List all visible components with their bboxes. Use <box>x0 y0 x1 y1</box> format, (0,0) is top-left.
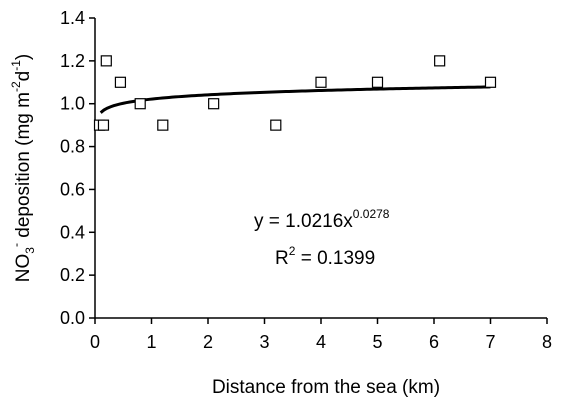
data-point <box>114 76 127 88</box>
x-tick-label: 1 <box>146 332 156 352</box>
data-point <box>97 119 110 131</box>
data-point <box>157 119 169 131</box>
x-axis-ticks: 0 1 2 3 4 5 6 7 8 <box>90 318 552 352</box>
y-tick-label: 0.0 <box>60 308 85 328</box>
x-tick-label: 5 <box>372 332 382 352</box>
y-tick-label: 0.4 <box>60 222 85 242</box>
x-tick-label: 6 <box>429 332 439 352</box>
x-tick-label: 4 <box>316 332 326 352</box>
y-axis-ticks: 0.0 0.2 0.4 0.6 0.8 1.0 1.2 1.4 <box>60 8 95 328</box>
y-axis-title: NO3- deposition (mg m-2d-1) <box>9 54 37 282</box>
data-point <box>208 98 220 110</box>
equation: y = 1.0216x0.0278 <box>254 207 390 232</box>
y-tick-label: 0.2 <box>60 265 85 285</box>
y-tick-label: 1.4 <box>60 8 85 28</box>
x-tick-label: 7 <box>485 332 495 352</box>
x-tick-label: 2 <box>203 332 213 352</box>
data-point <box>371 76 384 88</box>
data-points <box>93 55 497 131</box>
y-tick-label: 0.6 <box>60 179 85 199</box>
trend-line <box>99 85 491 114</box>
data-point <box>100 55 112 67</box>
data-point <box>270 119 282 131</box>
y-tick-label: 0.8 <box>60 137 85 157</box>
data-point <box>315 76 327 88</box>
x-tick-label: 8 <box>542 332 552 352</box>
data-point <box>484 76 497 88</box>
x-tick-label: 0 <box>90 332 100 352</box>
data-point <box>434 55 446 67</box>
y-tick-label: 1.0 <box>60 94 85 114</box>
x-tick-label: 3 <box>259 332 269 352</box>
y-tick-label: 1.2 <box>60 51 85 71</box>
r-squared: R2 = 0.1399 <box>275 244 375 269</box>
x-axis-title: Distance from the sea (km) <box>212 377 440 398</box>
data-point <box>134 98 146 110</box>
